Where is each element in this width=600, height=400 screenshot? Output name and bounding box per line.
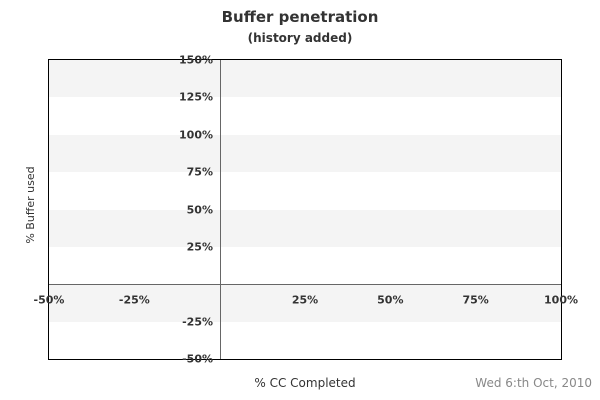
y-tick-label: 25% [186,240,213,254]
x-tick-label: -50% [33,293,65,307]
grid-bands [49,60,561,359]
plot-area [48,59,562,360]
grid-band [49,247,561,284]
y-tick-label: 100% [179,128,213,142]
grid-band [49,134,561,173]
y-tick-label: 150% [179,53,213,67]
y-tick-label: -50% [182,352,213,366]
grid-band [49,60,561,98]
footer-date: Wed 6:th Oct, 2010 [475,376,592,390]
y-tick-label: 75% [186,165,213,179]
x-axis-label: % CC Completed [254,376,356,390]
grid-band [49,209,561,247]
x-tick-label: -25% [118,293,150,307]
y-axis-label: % Buffer used [24,166,37,244]
x-tick-label: 50% [377,293,404,307]
y-tick-label: -25% [182,315,213,329]
grid-band [49,284,561,322]
chart-subtitle: (history added) [247,31,353,45]
grid-band [49,322,561,359]
grid-band [49,97,561,134]
grid-band [49,172,561,209]
y-tick-label: 125% [179,90,213,104]
x-tick-label: 100% [544,293,578,307]
y-tick-label: 50% [186,203,213,216]
x-axis-line [49,284,561,286]
y-axis-line [219,60,221,359]
x-tick-label: 75% [462,293,489,307]
chart-title: Buffer penetration [221,8,379,26]
x-tick-label: 25% [291,293,319,307]
